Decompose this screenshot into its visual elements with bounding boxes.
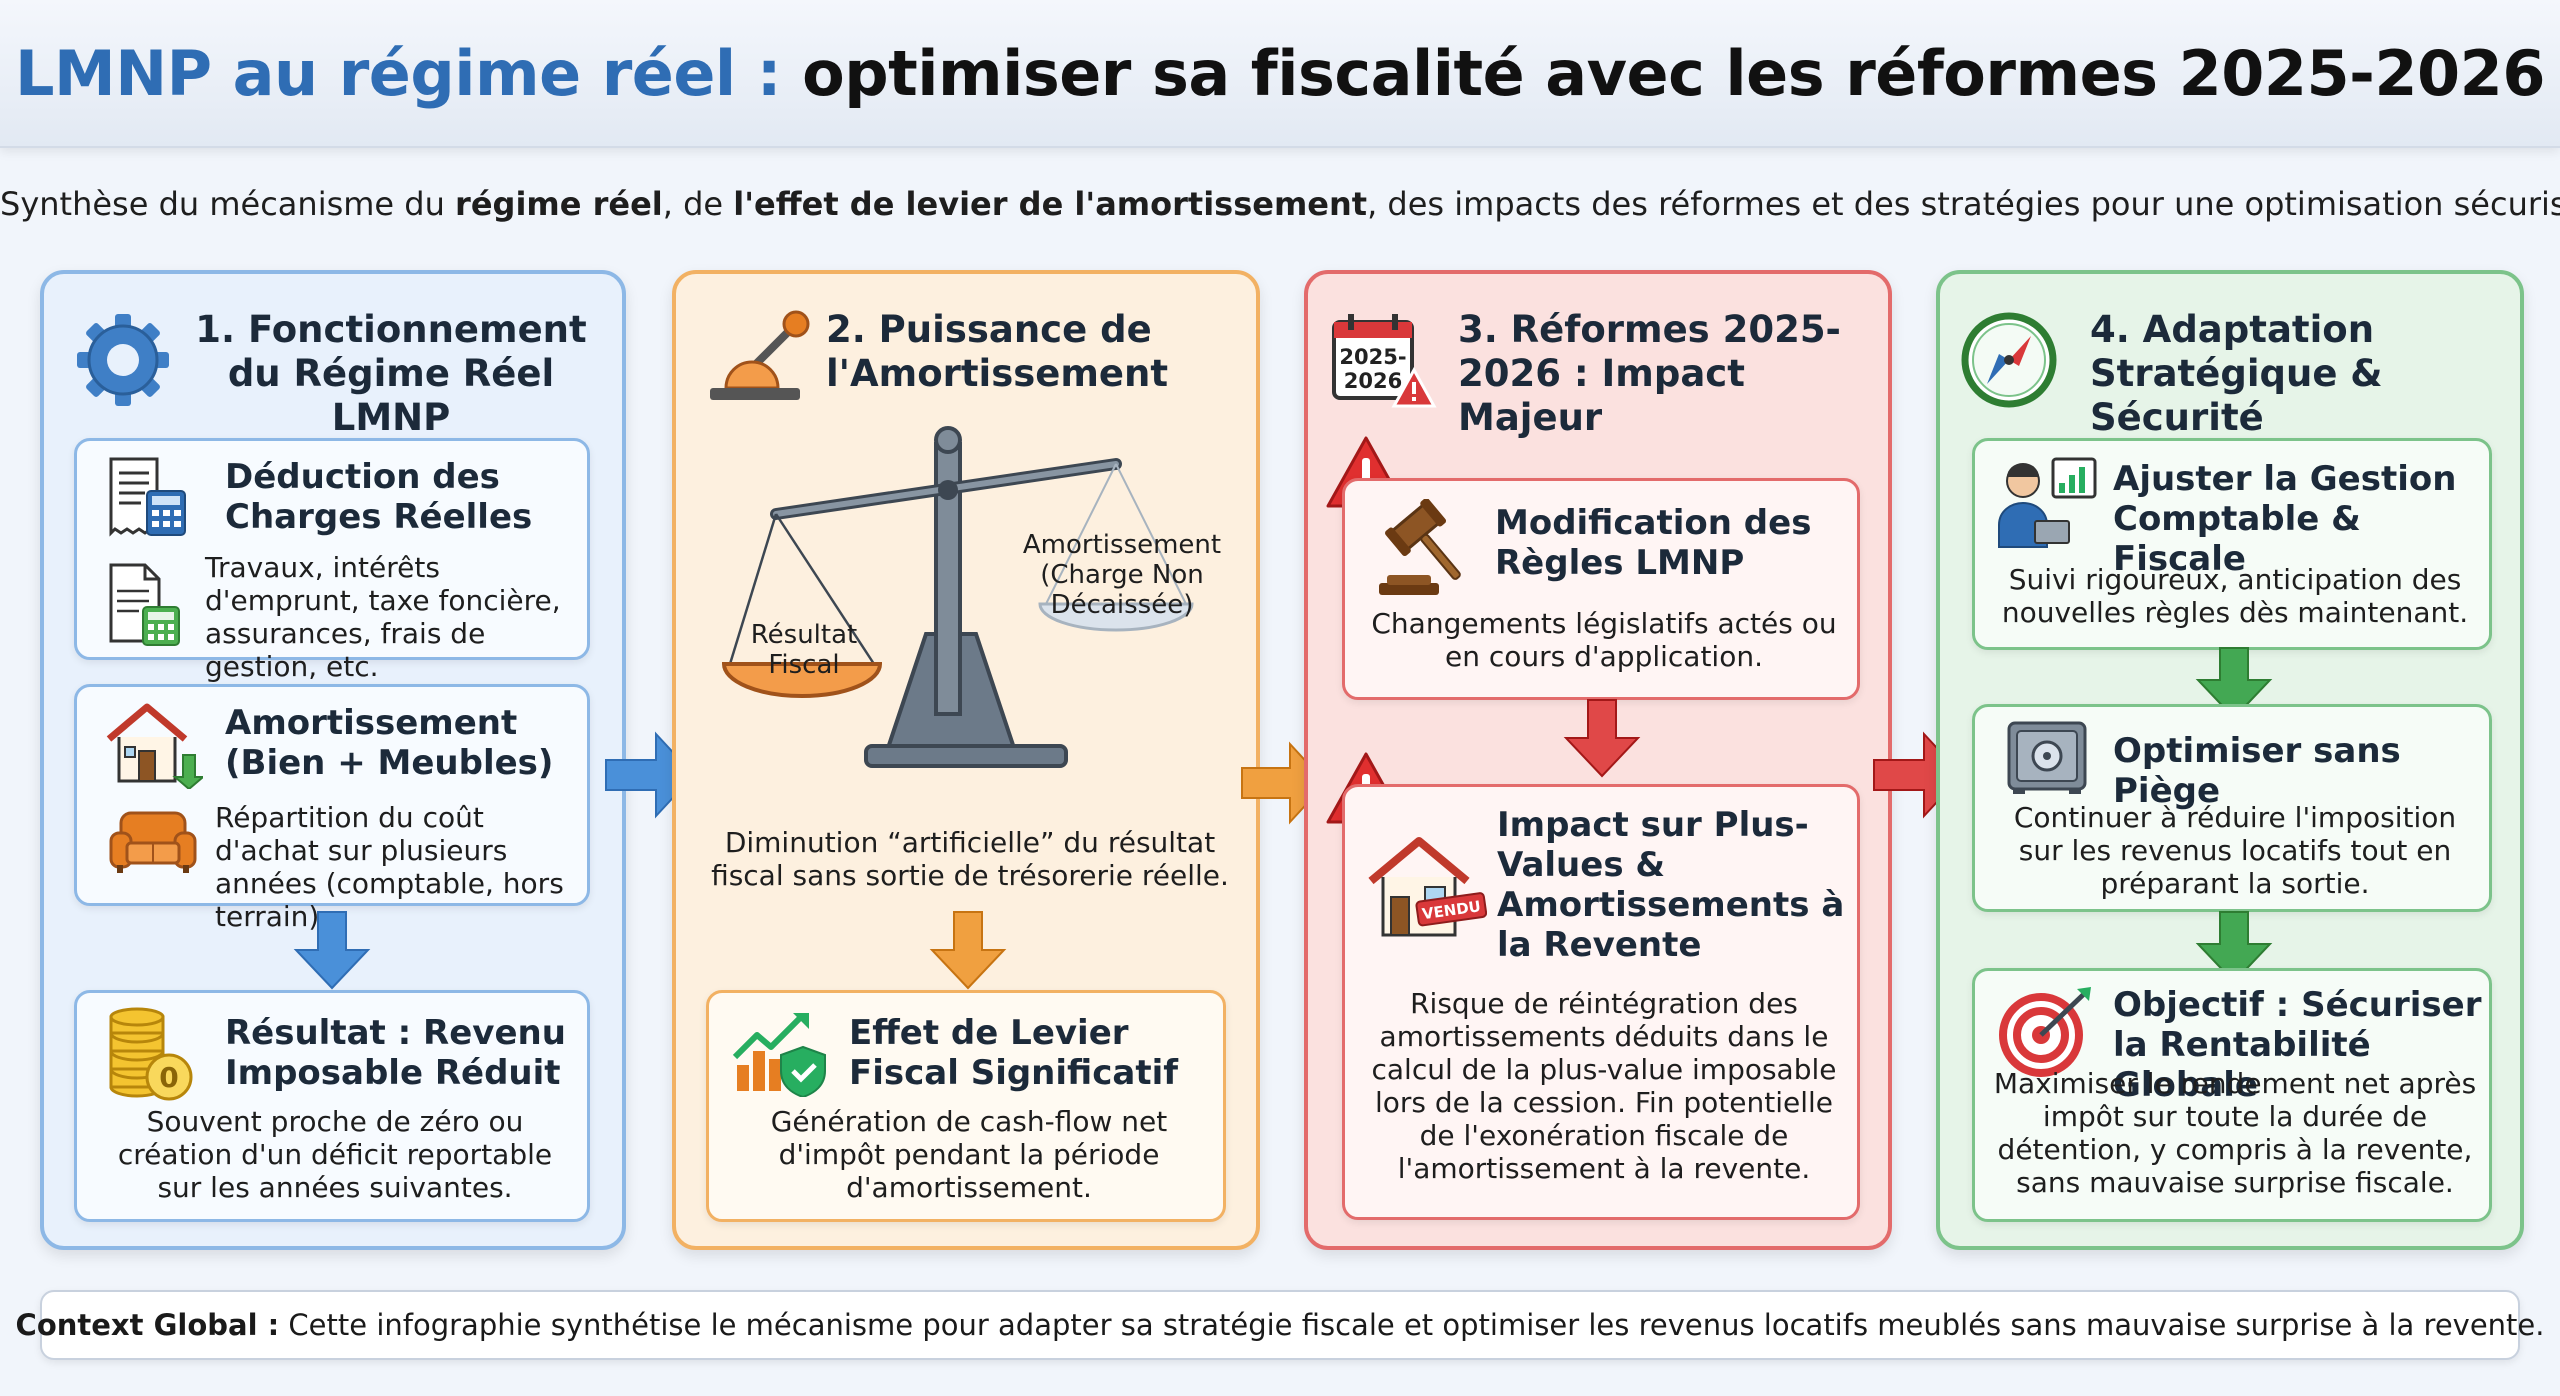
column-header: 1. Fonctionnement du Régime Réel LMNP <box>44 304 622 439</box>
subtitle-part: , des impacts des réformes et des straté… <box>1367 185 2560 223</box>
column-title: 1. Fonctionnement du Régime Réel LMNP <box>195 308 587 439</box>
box-modification-regles: Modification des Règles LMNP Changements… <box>1342 478 1860 700</box>
subtitle: Synthèse du mécanisme du régime réel, de… <box>0 185 2560 223</box>
document-calculator-icon <box>109 563 180 646</box>
box-title: Amortissement (Bien + Meubles) <box>225 703 554 783</box>
column-adaptation: 4. Adaptation Stratégique & Sécurité Aju… <box>1936 270 2524 1250</box>
arrow-down-icon <box>929 911 1007 990</box>
lever-icon <box>710 310 810 400</box>
column-title: 3. Réformes 2025-2026 : Impact Majeur <box>1458 308 1841 439</box>
column-header: 2025- 2026 3. Réformes 2025-2026 : Impac… <box>1308 304 1888 439</box>
calendar-label: 2026 <box>1344 369 1402 393</box>
box-text: Changements législatifs actés ou en cour… <box>1371 607 1837 673</box>
box-title: Effet de Levier Fiscal Significatif <box>849 1013 1179 1093</box>
context-footer: Context Global : Cette infographie synth… <box>16 1290 2544 1360</box>
arrow-down-icon <box>2195 911 2273 984</box>
box-title: Ajuster la Gestion Comptable & Fiscale <box>2113 459 2457 579</box>
title-rest: optimiser sa fiscalité avec les réformes… <box>802 36 2545 110</box>
compass-icon <box>1961 312 2057 408</box>
box-title: Modification des Règles LMNP <box>1495 503 1812 583</box>
scale-left-label: Résultat Fiscal <box>750 620 858 680</box>
box-ajuster-gestion: Ajuster la Gestion Comptable & Fiscale S… <box>1972 438 2492 650</box>
arrow-down-icon <box>2195 647 2273 720</box>
gavel-icon <box>1379 499 1461 595</box>
page-title: LMNP au régime réel : optimiser sa fisca… <box>15 37 2545 110</box>
box-title: Résultat : Revenu Imposable Réduit <box>225 1013 566 1093</box>
column-title: 2. Puissance de l'Amortissement <box>826 308 1169 395</box>
subtitle-bold: l'effet de levier de l'amortissement <box>733 185 1368 223</box>
column-header: 4. Adaptation Stratégique & Sécurité <box>1940 304 2520 439</box>
subtitle-part: Synthèse du mécanisme du <box>0 185 456 223</box>
gear-icon <box>77 314 169 406</box>
amortissement-description: Diminution “artificielle” du résultat fi… <box>711 826 1229 892</box>
scale-right-label: Amortissement (Charge Non Décaissée) <box>1022 530 1222 620</box>
box-objectif: Objectif : Sécuriser la Rentabilité Glob… <box>1972 968 2492 1222</box>
growth-chart-shield-icon <box>732 1013 826 1097</box>
box-text: Souvent proche de zéro ou création d'un … <box>117 1105 553 1204</box>
house-sold-icon: VENDU <box>1368 837 1487 937</box>
box-deduction-charges: Déduction des Charges Réelles Travaux, i… <box>74 438 590 683</box>
target-icon <box>1999 987 2091 1077</box>
svg-text:0: 0 <box>159 1061 178 1094</box>
box-text: Suivi rigoureux, anticipation des nouvel… <box>2001 563 2469 629</box>
footer-label: Context Global : <box>15 1308 280 1342</box>
receipt-calculator-icon <box>109 457 186 537</box>
box-text: Continuer à réduire l'imposition sur les… <box>2013 801 2457 900</box>
column-regime-reel: 1. Fonctionnement du Régime Réel LMNP Dé… <box>40 270 626 1250</box>
box-amortissement: Amortissement (Bien + Meubles) Répartiti… <box>74 684 590 933</box>
calendar-warning-icon: 2025- 2026 <box>1332 314 1437 408</box>
safe-icon <box>2007 721 2087 794</box>
box-text: Risque de réintégration des amortissemen… <box>1371 987 1837 1185</box>
accountant-icon <box>1998 457 2097 548</box>
column-amortissement: 2. Puissance de l'Amortissement Résultat… <box>672 270 1260 1250</box>
box-title: Déduction des Charges Réelles <box>225 457 533 537</box>
sofa-icon <box>109 811 197 873</box>
box-text: Répartition du coût d'achat sur plusieur… <box>215 801 564 933</box>
coins-icon: 0 <box>109 1007 193 1101</box>
house-arrow-icon <box>106 703 203 789</box>
box-title: Impact sur Plus-Values & Amortissements … <box>1497 805 1845 965</box>
arrow-down-icon <box>1563 699 1641 778</box>
arrow-down-icon <box>293 911 371 990</box>
box-effet-levier: Effet de Levier Fiscal Significatif Géné… <box>706 990 1226 1222</box>
box-title: Objectif : Sécuriser la Rentabilité Glob… <box>2113 985 2482 1105</box>
column-header: 2. Puissance de l'Amortissement <box>676 304 1256 414</box>
header: LMNP au régime réel : optimiser sa fisca… <box>0 0 2560 148</box>
box-text: Génération de cash-flow net d'impôt pend… <box>770 1105 1168 1204</box>
box-text: Travaux, intérêts d'emprunt, taxe fonciè… <box>205 551 561 683</box>
column-title: 4. Adaptation Stratégique & Sécurité <box>2090 308 2383 439</box>
calendar-label: 2025- <box>1339 345 1406 369</box>
subtitle-bold: régime réel <box>455 185 663 223</box>
box-text: Maximiser le rendement net après impôt s… <box>1993 1067 2477 1199</box>
column-reformes: 2025- 2026 3. Réformes 2025-2026 : Impac… <box>1304 270 1892 1250</box>
title-highlight: LMNP au régime réel : <box>15 36 782 110</box>
box-impact-plus-values: VENDU Impact sur Plus-Values & Amortisse… <box>1342 784 1860 1220</box>
box-title: Optimiser sans Piège <box>2113 731 2401 811</box>
box-optimiser-sans-piege: Optimiser sans Piège Continuer à réduire… <box>1972 704 2492 912</box>
balance-scale-icon <box>721 426 1194 768</box>
subtitle-part: , de <box>662 185 734 223</box>
footer-text: Cette infographie synthétise le mécanism… <box>279 1308 2545 1342</box>
box-resultat: 0 Résultat : Revenu Imposable Réduit Sou… <box>74 990 590 1222</box>
